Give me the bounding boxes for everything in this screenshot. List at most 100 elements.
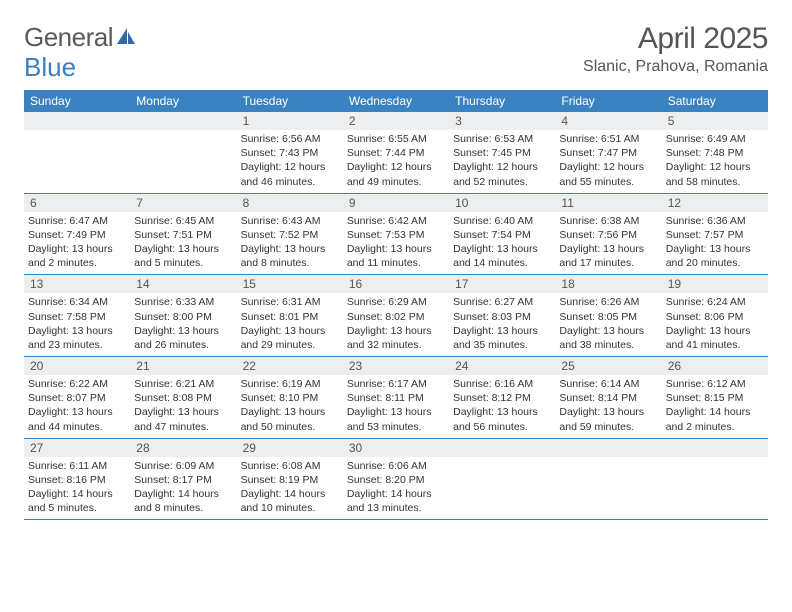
sunset-text: Sunset: 7:58 PM: [28, 310, 126, 324]
day-number: 21: [130, 357, 236, 375]
cell-body: Sunrise: 6:34 AMSunset: 7:58 PMDaylight:…: [24, 295, 130, 352]
day-header: Friday: [555, 90, 661, 112]
day-number: 30: [343, 439, 449, 457]
cell-body: Sunrise: 6:43 AMSunset: 7:52 PMDaylight:…: [237, 214, 343, 271]
calendar-cell: 2Sunrise: 6:55 AMSunset: 7:44 PMDaylight…: [343, 112, 449, 193]
sunset-text: Sunset: 8:05 PM: [559, 310, 657, 324]
sunset-text: Sunset: 8:02 PM: [347, 310, 445, 324]
calendar-cell: .: [130, 112, 236, 193]
calendar-week: 6Sunrise: 6:47 AMSunset: 7:49 PMDaylight…: [24, 194, 768, 276]
sunset-text: Sunset: 7:57 PM: [666, 228, 764, 242]
day-number: 24: [449, 357, 555, 375]
cell-body: Sunrise: 6:14 AMSunset: 8:14 PMDaylight:…: [555, 377, 661, 434]
sunrise-text: Sunrise: 6:14 AM: [559, 377, 657, 391]
day-number: .: [24, 112, 130, 130]
sunrise-text: Sunrise: 6:51 AM: [559, 132, 657, 146]
calendar-cell: 24Sunrise: 6:16 AMSunset: 8:12 PMDayligh…: [449, 357, 555, 438]
day-number: 23: [343, 357, 449, 375]
daylight-text: Daylight: 13 hours and 44 minutes.: [28, 405, 126, 433]
daylight-text: Daylight: 13 hours and 5 minutes.: [134, 242, 232, 270]
sunrise-text: Sunrise: 6:56 AM: [241, 132, 339, 146]
daylight-text: Daylight: 13 hours and 29 minutes.: [241, 324, 339, 352]
day-header: Monday: [130, 90, 236, 112]
calendar-cell: 25 Sunrise: 6:14 AMSunset: 8:14 PMDayligh…: [555, 357, 661, 438]
brand-word-1: General: [24, 22, 113, 53]
day-number: 27: [24, 439, 130, 457]
daylight-text: Daylight: 14 hours and 10 minutes.: [241, 487, 339, 515]
calendar-cell: .: [449, 439, 555, 520]
daylight-text: Daylight: 14 hours and 2 minutes.: [666, 405, 764, 433]
calendar-cell: .: [662, 439, 768, 520]
sunrise-text: Sunrise: 6:40 AM: [453, 214, 551, 228]
daylight-text: Daylight: 12 hours and 49 minutes.: [347, 160, 445, 188]
day-number: 9: [343, 194, 449, 212]
daylight-text: Daylight: 13 hours and 2 minutes.: [28, 242, 126, 270]
sunrise-text: Sunrise: 6:45 AM: [134, 214, 232, 228]
calendar-cell: 23Sunrise: 6:17 AMSunset: 8:11 PMDayligh…: [343, 357, 449, 438]
day-number: 11: [555, 194, 661, 212]
sunset-text: Sunset: 8:19 PM: [241, 473, 339, 487]
day-number: 28: [130, 439, 236, 457]
cell-body: Sunrise: 6:26 AMSunset: 8:05 PMDaylight:…: [555, 295, 661, 352]
day-number: 1: [237, 112, 343, 130]
daylight-text: Daylight: 13 hours and 20 minutes.: [666, 242, 764, 270]
day-header: Tuesday: [237, 90, 343, 112]
sunset-text: Sunset: 7:51 PM: [134, 228, 232, 242]
daylight-text: Daylight: 12 hours and 55 minutes.: [559, 160, 657, 188]
cell-body: Sunrise: 6:08 AMSunset: 8:19 PMDaylight:…: [237, 459, 343, 516]
calendar-cell: 30 Sunrise: 6:06 AMSunset: 8:20 PMDayligh…: [343, 439, 449, 520]
calendar-week: ..1Sunrise: 6:56 AMSunset: 7:43 PMDaylig…: [24, 112, 768, 194]
cell-body: Sunrise: 6:51 AMSunset: 7:47 PMDaylight:…: [555, 132, 661, 189]
calendar-cell: 4Sunrise: 6:51 AMSunset: 7:47 PMDaylight…: [555, 112, 661, 193]
calendar-cell: 27Sunrise: 6:11 AMSunset: 8:16 PMDayligh…: [24, 439, 130, 520]
sunset-text: Sunset: 7:53 PM: [347, 228, 445, 242]
cell-body: Sunrise: 6:47 AMSunset: 7:49 PMDaylight:…: [24, 214, 130, 271]
daylight-text: Daylight: 13 hours and 53 minutes.: [347, 405, 445, 433]
sunset-text: Sunset: 7:45 PM: [453, 146, 551, 160]
daylight-text: Daylight: 13 hours and 11 minutes.: [347, 242, 445, 270]
month-title: April 2025: [583, 22, 768, 56]
calendar-cell: 19Sunrise: 6:24 AMSunset: 8:06 PMDayligh…: [662, 275, 768, 356]
day-number: 19: [662, 275, 768, 293]
day-number: 5: [662, 112, 768, 130]
day-number: .: [555, 439, 661, 457]
cell-body: Sunrise: 6:06 AMSunset: 8:20 PMDaylight:…: [343, 459, 449, 516]
sunset-text: Sunset: 7:43 PM: [241, 146, 339, 160]
cell-body: Sunrise: 6:36 AMSunset: 7:57 PMDaylight:…: [662, 214, 768, 271]
sunrise-text: Sunrise: 6:27 AM: [453, 295, 551, 309]
day-number: 7: [130, 194, 236, 212]
calendar-cell: 15Sunrise: 6:31 AMSunset: 8:01 PMDayligh…: [237, 275, 343, 356]
day-number: 16: [343, 275, 449, 293]
sunset-text: Sunset: 7:47 PM: [559, 146, 657, 160]
calendar-week: 20Sunrise: 6:22 AMSunset: 8:07 PMDayligh…: [24, 357, 768, 439]
day-header: Wednesday: [343, 90, 449, 112]
calendar: SundayMondayTuesdayWednesdayThursdayFrid…: [24, 90, 768, 520]
brand-sail-icon: [115, 22, 137, 53]
calendar-cell: 14Sunrise: 6:33 AMSunset: 8:00 PMDayligh…: [130, 275, 236, 356]
calendar-cell: 3Sunrise: 6:53 AMSunset: 7:45 PMDaylight…: [449, 112, 555, 193]
cell-body: Sunrise: 6:33 AMSunset: 8:00 PMDaylight:…: [130, 295, 236, 352]
daylight-text: Daylight: 13 hours and 23 minutes.: [28, 324, 126, 352]
sunrise-text: Sunrise: 6:12 AM: [666, 377, 764, 391]
day-number: 12: [662, 194, 768, 212]
daylight-text: Daylight: 14 hours and 5 minutes.: [28, 487, 126, 515]
day-number: 18: [555, 275, 661, 293]
day-number: .: [662, 439, 768, 457]
sunrise-text: Sunrise: 6:09 AM: [134, 459, 232, 473]
day-number: 25: [555, 357, 661, 375]
calendar-week: 13Sunrise: 6:34 AMSunset: 7:58 PMDayligh…: [24, 275, 768, 357]
sunset-text: Sunset: 8:20 PM: [347, 473, 445, 487]
daylight-text: Daylight: 13 hours and 26 minutes.: [134, 324, 232, 352]
brand-word-2: Blue: [24, 52, 76, 83]
sunset-text: Sunset: 8:12 PM: [453, 391, 551, 405]
cell-body: Sunrise: 6:27 AMSunset: 8:03 PMDaylight:…: [449, 295, 555, 352]
daylight-text: Daylight: 13 hours and 38 minutes.: [559, 324, 657, 352]
calendar-cell: 17Sunrise: 6:27 AMSunset: 8:03 PMDayligh…: [449, 275, 555, 356]
sunrise-text: Sunrise: 6:08 AM: [241, 459, 339, 473]
daylight-text: Daylight: 13 hours and 32 minutes.: [347, 324, 445, 352]
daylight-text: Daylight: 13 hours and 50 minutes.: [241, 405, 339, 433]
sunset-text: Sunset: 7:54 PM: [453, 228, 551, 242]
sunset-text: Sunset: 8:06 PM: [666, 310, 764, 324]
sunrise-text: Sunrise: 6:49 AM: [666, 132, 764, 146]
sunset-text: Sunset: 8:10 PM: [241, 391, 339, 405]
